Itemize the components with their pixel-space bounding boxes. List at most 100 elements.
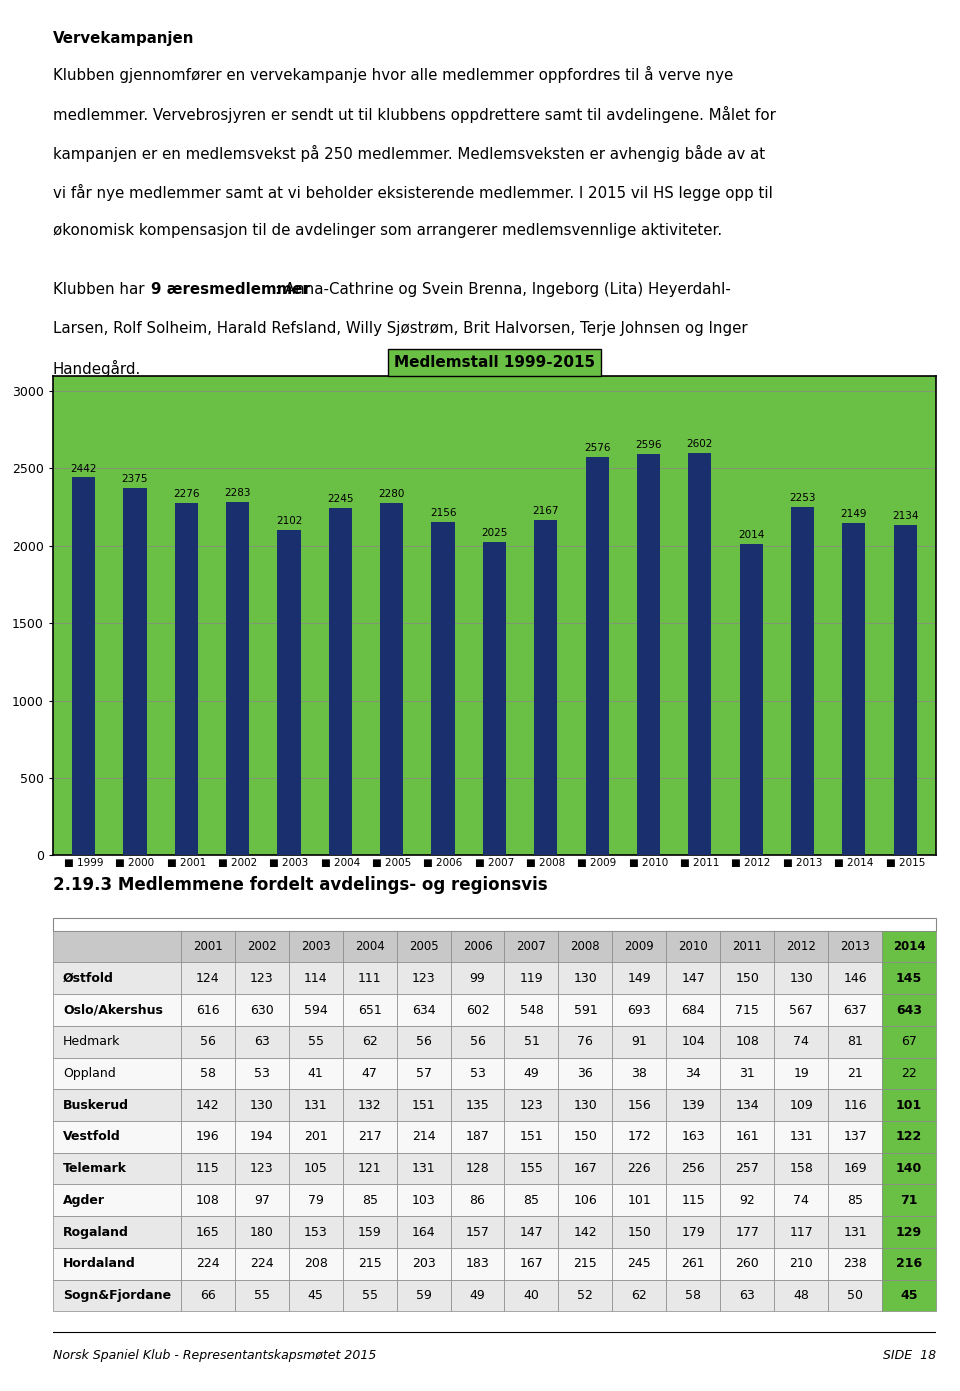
Bar (720, 1280, 774, 1312)
Text: 41: 41 (308, 1067, 324, 1079)
Text: 131: 131 (304, 1099, 327, 1111)
Bar (612, 1216, 666, 1248)
Text: 261: 261 (682, 1257, 705, 1270)
Text: 116: 116 (843, 1099, 867, 1111)
Text: 2283: 2283 (225, 488, 251, 498)
Text: 177: 177 (735, 1225, 759, 1238)
Bar (720, 1027, 774, 1057)
Bar (396, 995, 450, 1027)
Bar (666, 1121, 720, 1153)
Bar (828, 1185, 882, 1216)
Bar (289, 963, 343, 995)
Bar (53, 1121, 180, 1153)
Text: 85: 85 (523, 1193, 540, 1207)
Text: 134: 134 (735, 1099, 759, 1111)
Bar (559, 1057, 612, 1089)
Text: 40: 40 (523, 1289, 540, 1302)
Bar (505, 1027, 559, 1057)
Text: 58: 58 (685, 1289, 701, 1302)
Text: 79: 79 (308, 1193, 324, 1207)
Text: 245: 245 (628, 1257, 651, 1270)
Text: vi får nye medlemmer samt at vi beholder eksisterende medlemmer. I 2015 vil HS l: vi får nye medlemmer samt at vi beholder… (53, 184, 773, 200)
Text: Sogn&Fjordane: Sogn&Fjordane (63, 1289, 171, 1302)
Text: 51: 51 (523, 1035, 540, 1049)
Bar (180, 1027, 235, 1057)
Bar (720, 1089, 774, 1121)
Text: 2602: 2602 (686, 438, 713, 449)
Bar (828, 995, 882, 1027)
Bar (431, 522, 455, 855)
Text: 114: 114 (304, 972, 327, 985)
Text: 2002: 2002 (247, 940, 276, 953)
Bar (343, 1057, 396, 1089)
Text: 63: 63 (739, 1289, 756, 1302)
Bar (666, 995, 720, 1027)
Bar (666, 931, 720, 963)
Bar (53, 1280, 180, 1312)
Text: Hedmark: Hedmark (63, 1035, 120, 1049)
Text: 155: 155 (519, 1161, 543, 1175)
Text: 121: 121 (358, 1161, 381, 1175)
Text: 163: 163 (682, 1131, 705, 1143)
Text: 224: 224 (250, 1257, 274, 1270)
Bar (396, 1153, 450, 1185)
Text: 147: 147 (519, 1225, 543, 1238)
Bar (53, 995, 180, 1027)
Text: 55: 55 (253, 1289, 270, 1302)
Text: økonomisk kompensasjon til de avdelinger som arrangerer medlemsvennlige aktivite: økonomisk kompensasjon til de avdelinger… (53, 223, 722, 238)
Bar (894, 526, 917, 855)
Text: 85: 85 (847, 1193, 863, 1207)
Bar (396, 963, 450, 995)
Text: Østfold: Østfold (63, 972, 114, 985)
Bar (235, 1121, 289, 1153)
Text: 129: 129 (896, 1225, 923, 1238)
Text: 131: 131 (843, 1225, 867, 1238)
Text: 47: 47 (362, 1067, 377, 1079)
Bar (343, 995, 396, 1027)
Bar (666, 1153, 720, 1185)
Text: 165: 165 (196, 1225, 220, 1238)
Bar (180, 1216, 235, 1248)
Text: 226: 226 (628, 1161, 651, 1175)
Text: 151: 151 (412, 1099, 436, 1111)
Text: 108: 108 (735, 1035, 759, 1049)
Bar (235, 1185, 289, 1216)
Text: 151: 151 (519, 1131, 543, 1143)
Bar (505, 1089, 559, 1121)
Bar (235, 1153, 289, 1185)
Text: 50: 50 (847, 1289, 863, 1302)
Bar (235, 1248, 289, 1280)
Bar (505, 1121, 559, 1153)
Text: 208: 208 (303, 1257, 327, 1270)
Bar (882, 1027, 936, 1057)
Text: 81: 81 (847, 1035, 863, 1049)
Text: 256: 256 (682, 1161, 706, 1175)
Text: 2011: 2011 (732, 940, 762, 953)
Bar (882, 963, 936, 995)
Text: 150: 150 (628, 1225, 651, 1238)
Text: 111: 111 (358, 972, 381, 985)
Bar (882, 1057, 936, 1089)
Bar (882, 1121, 936, 1153)
Text: 150: 150 (735, 972, 759, 985)
Text: 2.19.3 Medlemmene fordelt avdelings- og regionsvis: 2.19.3 Medlemmene fordelt avdelings- og … (53, 876, 547, 893)
Text: 99: 99 (469, 972, 486, 985)
Text: 257: 257 (735, 1161, 759, 1175)
Bar (774, 1057, 828, 1089)
Bar (882, 1280, 936, 1312)
Text: 45: 45 (308, 1289, 324, 1302)
Bar (180, 1057, 235, 1089)
Bar (180, 1153, 235, 1185)
Bar (396, 1280, 450, 1312)
Bar (180, 995, 235, 1027)
Text: 142: 142 (573, 1225, 597, 1238)
Text: 49: 49 (523, 1067, 540, 1079)
Text: 56: 56 (469, 1035, 486, 1049)
Bar (828, 1057, 882, 1089)
Bar (612, 1248, 666, 1280)
Text: 21: 21 (848, 1067, 863, 1079)
Text: 2014: 2014 (738, 530, 764, 540)
Text: 115: 115 (682, 1193, 706, 1207)
Bar (450, 1121, 505, 1153)
Text: 49: 49 (469, 1289, 486, 1302)
